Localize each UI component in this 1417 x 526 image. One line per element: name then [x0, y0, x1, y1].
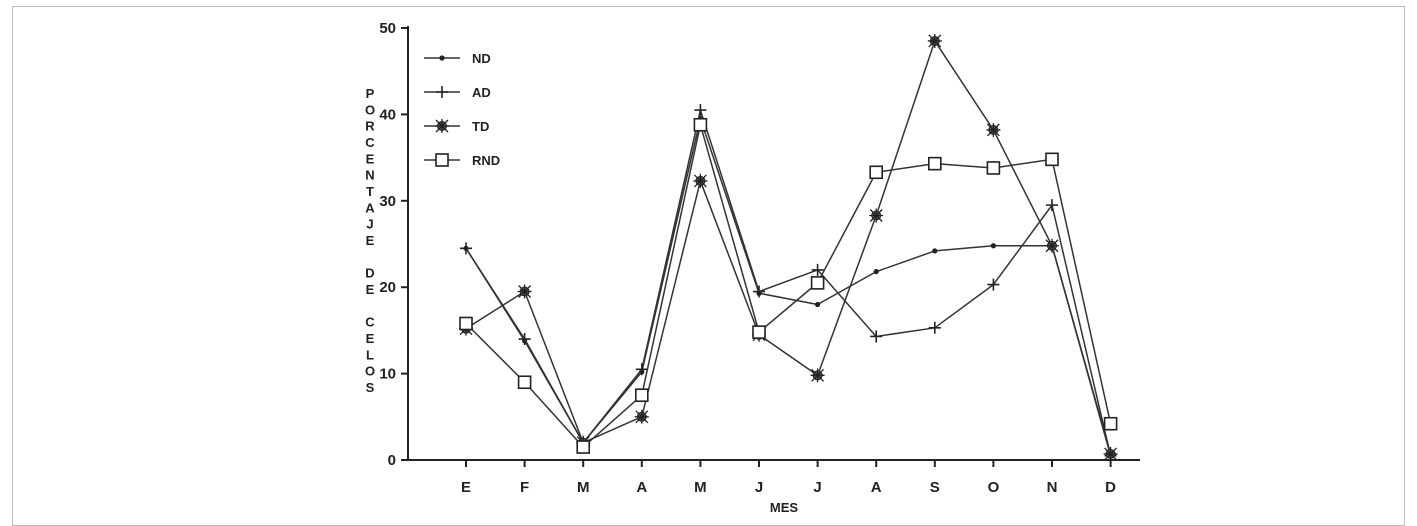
- y-tick-label: 40: [379, 106, 396, 123]
- axes: [407, 26, 1140, 461]
- series-rnd: [459, 117, 1118, 454]
- legend: ND AD TD RND: [424, 51, 500, 168]
- data-point-rnd: [869, 165, 884, 180]
- data-point-rnd: [459, 316, 473, 331]
- x-tick-label: E: [461, 479, 471, 496]
- legend-marker: [435, 119, 449, 133]
- data-point-ad: [987, 278, 1000, 291]
- data-point-ad: [811, 263, 824, 276]
- data-point-td: [1103, 446, 1118, 461]
- series-nd: [463, 116, 1114, 459]
- data-point-rnd: [517, 375, 532, 390]
- data-point-td: [517, 284, 532, 299]
- data-point-rnd: [576, 440, 591, 454]
- x-tick-label: J: [755, 479, 763, 496]
- data-point-ad: [1046, 199, 1058, 212]
- data-point-rnd: [634, 388, 649, 403]
- series-ad: [460, 104, 1117, 462]
- data-point-ad: [753, 285, 765, 298]
- legend-marker: [436, 86, 448, 98]
- x-tick-label: S: [930, 479, 940, 496]
- legend-label: ND: [472, 51, 491, 66]
- x-tick-label: M: [694, 479, 707, 496]
- data-point-nd: [873, 269, 879, 275]
- data-point-ad: [870, 330, 883, 343]
- data-point-rnd: [986, 161, 1001, 175]
- x-tick-label: A: [636, 479, 647, 496]
- data-point-ad: [460, 242, 472, 255]
- data-point-td: [634, 409, 649, 424]
- legend-label: RND: [472, 153, 500, 168]
- data-point-rnd: [927, 156, 942, 171]
- legend-label: AD: [472, 85, 491, 100]
- data-point-rnd: [693, 117, 708, 132]
- data-point-td: [810, 368, 825, 383]
- data-point-rnd: [1103, 416, 1118, 431]
- x-tick-label: A: [871, 479, 882, 496]
- y-tick-label: 10: [379, 366, 396, 383]
- data-point-rnd: [1045, 152, 1059, 167]
- series-line-ad: [465, 109, 1112, 456]
- y-tick-label: 0: [388, 452, 396, 469]
- legend-item-rnd: RND: [424, 153, 500, 168]
- x-tick-label: N: [1047, 479, 1058, 496]
- x-tick-label: F: [520, 479, 529, 496]
- data-point-nd: [990, 243, 997, 249]
- legend-item-td: TD: [424, 119, 489, 134]
- series-layer: [459, 33, 1118, 462]
- data-point-td: [927, 33, 942, 48]
- legend-marker: [439, 55, 445, 61]
- legend-marker: [435, 153, 449, 167]
- data-point-nd: [932, 248, 938, 254]
- data-point-ad: [694, 104, 707, 117]
- chart-frame: [12, 6, 1405, 526]
- series-td: [459, 33, 1118, 461]
- data-point-rnd: [810, 276, 825, 290]
- data-point-td: [869, 208, 884, 223]
- x-axis-title: MES: [770, 500, 799, 515]
- legend-item-ad: AD: [424, 85, 491, 100]
- series-line-td: [465, 40, 1112, 455]
- data-point-ad: [635, 363, 648, 376]
- x-tick-label: D: [1105, 479, 1116, 496]
- y-tick-label: 30: [379, 193, 396, 210]
- data-point-ad: [518, 333, 531, 346]
- x-tick-label: J: [813, 479, 821, 496]
- x-tick-label: O: [988, 479, 1000, 496]
- series-line-rnd: [465, 124, 1112, 448]
- data-point-td: [1045, 238, 1059, 253]
- y-tick-label: 50: [379, 20, 396, 37]
- legend-label: TD: [472, 119, 489, 134]
- y-tick-label: 20: [379, 279, 396, 296]
- legend-item-nd: ND: [424, 51, 491, 66]
- data-point-nd: [815, 301, 821, 308]
- x-tick-label: M: [577, 479, 590, 496]
- data-point-rnd: [752, 325, 766, 339]
- data-point-td: [986, 122, 1001, 137]
- data-point-ad: [928, 321, 941, 334]
- data-point-td: [693, 173, 708, 188]
